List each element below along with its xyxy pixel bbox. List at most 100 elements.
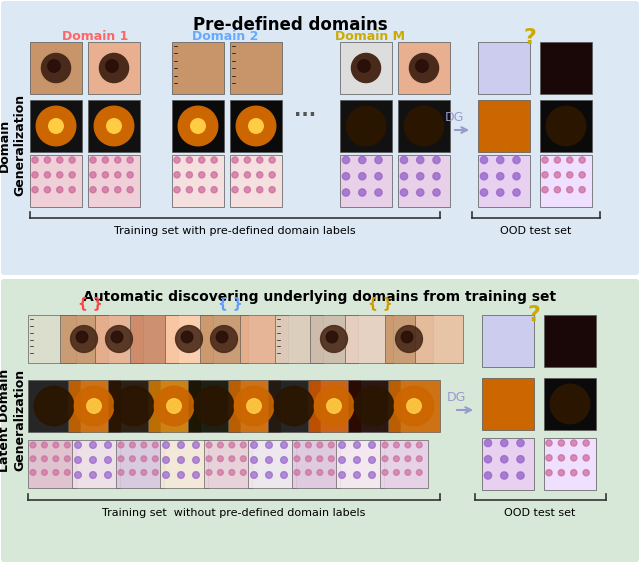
Circle shape <box>317 456 323 462</box>
Circle shape <box>433 173 440 180</box>
Bar <box>68 380 120 432</box>
Circle shape <box>232 186 238 193</box>
Circle shape <box>346 106 386 146</box>
Circle shape <box>206 442 212 448</box>
Circle shape <box>206 470 212 475</box>
Bar <box>204 440 252 488</box>
Text: ...: ... <box>294 101 316 119</box>
Circle shape <box>342 173 349 180</box>
Circle shape <box>181 331 193 343</box>
Circle shape <box>583 455 589 461</box>
Circle shape <box>154 386 194 426</box>
Circle shape <box>241 442 246 448</box>
Circle shape <box>105 472 111 479</box>
Circle shape <box>118 470 124 475</box>
Circle shape <box>579 157 585 163</box>
Circle shape <box>328 456 334 462</box>
Bar <box>30 100 82 152</box>
Circle shape <box>32 172 38 178</box>
Circle shape <box>517 439 524 446</box>
Circle shape <box>247 399 261 413</box>
Circle shape <box>166 399 181 413</box>
Circle shape <box>481 173 488 180</box>
Circle shape <box>266 441 273 448</box>
Circle shape <box>558 455 564 461</box>
Bar <box>148 380 200 432</box>
Circle shape <box>57 186 63 193</box>
Circle shape <box>211 172 217 178</box>
Bar <box>380 440 428 488</box>
Circle shape <box>65 470 70 475</box>
Bar <box>275 315 323 363</box>
Circle shape <box>193 472 200 479</box>
Circle shape <box>90 157 96 163</box>
Circle shape <box>229 470 235 475</box>
Circle shape <box>174 172 180 178</box>
Circle shape <box>141 456 147 462</box>
Circle shape <box>280 457 287 463</box>
Bar <box>348 380 400 432</box>
Circle shape <box>70 325 97 352</box>
Circle shape <box>244 172 250 178</box>
Circle shape <box>547 106 586 146</box>
Text: { }: { } <box>368 296 392 310</box>
Circle shape <box>175 325 202 352</box>
Circle shape <box>487 383 529 425</box>
Bar <box>108 380 160 432</box>
Circle shape <box>497 173 504 180</box>
Bar <box>172 42 224 94</box>
Circle shape <box>571 440 577 446</box>
Circle shape <box>129 470 135 475</box>
Bar <box>88 100 140 152</box>
Circle shape <box>401 189 408 196</box>
Circle shape <box>500 439 508 446</box>
Bar <box>340 155 392 207</box>
Bar <box>310 315 358 363</box>
Bar <box>240 315 288 363</box>
Circle shape <box>152 442 158 448</box>
Circle shape <box>186 186 193 193</box>
Circle shape <box>326 331 338 343</box>
Circle shape <box>375 173 382 180</box>
Text: OOD test set: OOD test set <box>504 508 576 518</box>
Circle shape <box>32 186 38 193</box>
Circle shape <box>163 472 170 479</box>
Circle shape <box>257 157 263 163</box>
Circle shape <box>211 186 217 193</box>
Circle shape <box>42 470 47 475</box>
Circle shape <box>174 186 180 193</box>
Circle shape <box>358 157 366 164</box>
Circle shape <box>111 331 123 343</box>
Circle shape <box>554 186 561 193</box>
Bar <box>340 42 392 94</box>
Circle shape <box>354 457 360 463</box>
Circle shape <box>483 105 525 147</box>
Circle shape <box>32 157 38 163</box>
Bar <box>172 100 224 152</box>
Bar <box>230 42 282 94</box>
Bar <box>130 315 178 363</box>
Circle shape <box>513 157 520 164</box>
Bar <box>30 155 82 207</box>
Circle shape <box>405 470 411 475</box>
Circle shape <box>251 457 257 463</box>
Circle shape <box>546 455 552 461</box>
Circle shape <box>401 331 413 343</box>
Circle shape <box>546 440 552 446</box>
Circle shape <box>115 172 121 178</box>
Circle shape <box>369 441 375 448</box>
Bar <box>95 315 143 363</box>
Circle shape <box>404 106 444 146</box>
Bar <box>482 315 534 367</box>
Circle shape <box>554 157 561 163</box>
Circle shape <box>249 119 263 133</box>
Circle shape <box>76 331 88 343</box>
Circle shape <box>114 386 154 426</box>
Text: ?: ? <box>527 305 540 325</box>
Circle shape <box>115 186 121 193</box>
Bar <box>398 155 450 207</box>
Circle shape <box>36 106 76 146</box>
Circle shape <box>382 456 388 462</box>
Circle shape <box>354 472 360 479</box>
Bar <box>28 315 76 363</box>
